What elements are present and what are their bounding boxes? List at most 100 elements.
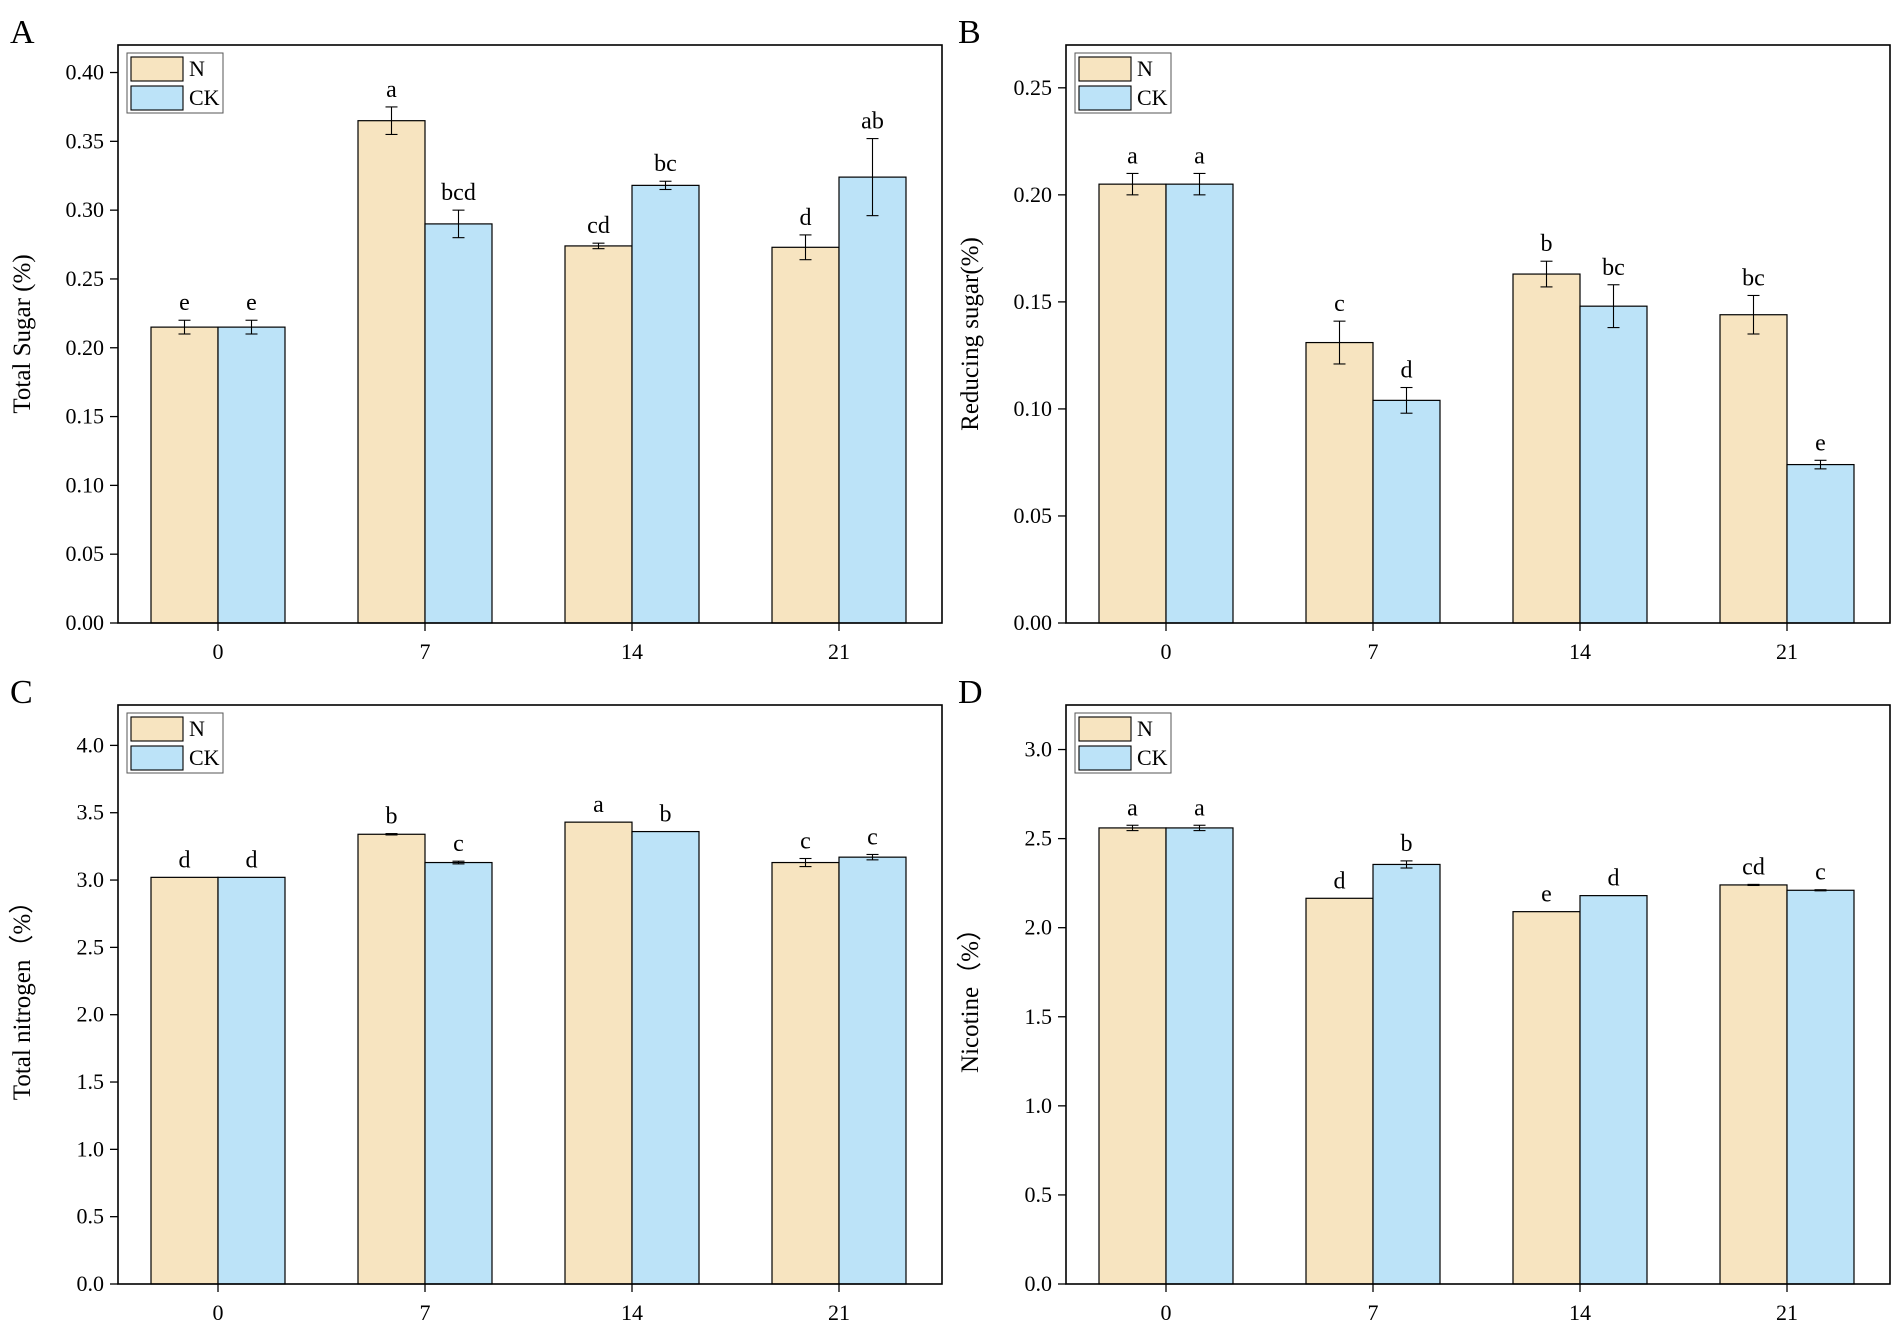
bar-N-14 <box>564 245 633 624</box>
y-tick-label: 0.0 <box>77 1271 105 1296</box>
y-tick-label: 0.05 <box>1014 503 1053 528</box>
bar-CK-7 <box>424 223 493 624</box>
legend: N CK <box>126 52 224 114</box>
bar-N-7 <box>357 833 426 1285</box>
legend: N CK <box>1074 712 1172 774</box>
legend: N CK <box>126 712 224 774</box>
legend-swatch-N <box>1078 716 1132 742</box>
x-tick-label: 0 <box>1161 1300 1172 1325</box>
y-axis-title: Nicotine（%） <box>956 916 984 1073</box>
y-axis-title: Total Sugar (%) <box>9 254 36 413</box>
bar-CK-0 <box>1165 183 1234 624</box>
significance-label: a <box>1127 795 1138 821</box>
bar-CK-14 <box>1579 305 1648 624</box>
y-tick-label: 0.0 <box>1025 1271 1053 1296</box>
y-tick-label: 0.10 <box>66 472 105 497</box>
significance-label: bc <box>1602 255 1625 281</box>
y-tick-label: 2.0 <box>77 1002 105 1027</box>
y-tick-label: 0.25 <box>1014 75 1053 100</box>
x-tick-label: 14 <box>621 639 643 664</box>
legend: N CK <box>1074 52 1172 114</box>
legend-label-N: N <box>1137 716 1153 741</box>
bar-N-7 <box>1305 341 1374 624</box>
significance-label: c <box>1334 291 1345 317</box>
legend-label-CK: CK <box>1137 85 1168 110</box>
y-tick-label: 4.0 <box>77 732 105 757</box>
y-tick-label: 0.20 <box>1014 182 1053 207</box>
significance-label: e <box>246 290 257 316</box>
legend-label-CK: CK <box>189 745 220 770</box>
x-tick-label: 0 <box>1161 639 1172 664</box>
bar-N-0 <box>150 326 219 624</box>
bar-N-14 <box>564 821 633 1285</box>
y-tick-label: 0.30 <box>66 197 105 222</box>
plot-frame <box>117 704 943 1285</box>
significance-label: b <box>660 802 672 828</box>
significance-label: cd <box>1742 854 1765 880</box>
legend-swatch-N <box>1078 56 1132 82</box>
legend-label-CK: CK <box>1137 745 1168 770</box>
x-tick-label: 7 <box>1368 1300 1379 1325</box>
x-tick-label: 7 <box>420 639 431 664</box>
x-tick-label: 14 <box>621 1300 643 1325</box>
bar-CK-14 <box>631 830 700 1285</box>
significance-label: a <box>1194 795 1205 821</box>
legend-swatch-CK <box>130 745 184 771</box>
y-tick-label: 1.0 <box>1025 1093 1053 1118</box>
bar-CK-7 <box>1372 399 1441 624</box>
plot-frame <box>1065 704 1891 1285</box>
significance-label: d <box>1401 358 1413 384</box>
y-tick-label: 0.5 <box>1025 1182 1053 1207</box>
y-axis-title: Total nitrogen（%） <box>8 889 36 1100</box>
bar-N-7 <box>1305 897 1374 1285</box>
significance-label: b <box>1401 831 1413 857</box>
significance-label: b <box>386 804 398 830</box>
significance-label: e <box>1541 882 1552 908</box>
y-tick-label: 0.20 <box>66 335 105 360</box>
significance-label: d <box>246 847 258 873</box>
bar-CK-0 <box>217 876 286 1285</box>
x-tick-label: 7 <box>1368 639 1379 664</box>
y-tick-label: 2.5 <box>77 934 105 959</box>
bar-CK-14 <box>631 184 700 624</box>
y-tick-label: 1.5 <box>1025 1004 1053 1029</box>
bar-CK-0 <box>217 326 286 624</box>
bar-CK-0 <box>1165 827 1234 1285</box>
legend-swatch-CK <box>1078 745 1132 771</box>
x-tick-label: 14 <box>1569 1300 1591 1325</box>
panel-A: A Total Sugar (%) 0.00 0.05 0.10 0.15 0.20 0.25… <box>9 14 943 664</box>
y-tick-label: 1.5 <box>77 1069 105 1094</box>
legend-swatch-N <box>130 716 184 742</box>
bar-CK-7 <box>1372 863 1441 1285</box>
bar-N-0 <box>150 876 219 1285</box>
significance-label: c <box>867 824 878 850</box>
bar-N-21 <box>1719 884 1788 1285</box>
y-tick-label: 0.15 <box>66 404 105 429</box>
significance-label: d <box>1334 868 1346 894</box>
significance-label: e <box>179 290 190 316</box>
y-tick-label: 0.5 <box>77 1204 105 1229</box>
y-tick-label: 0.15 <box>1014 289 1053 314</box>
panel-D: D Nicotine（%） 0.0 0.5 1.0 1.5 2.0 2.5 3.0 a a 0 d b 7 e… <box>956 674 1891 1325</box>
y-tick-label: 0.00 <box>1014 610 1053 635</box>
significance-label: bcd <box>441 180 476 206</box>
bar-N-0 <box>1098 183 1167 624</box>
legend-label-N: N <box>189 716 205 741</box>
bar-N-21 <box>1719 314 1788 624</box>
y-tick-label: 0.25 <box>66 266 105 291</box>
panel-letter: D <box>958 674 983 711</box>
significance-label: d <box>1608 866 1620 892</box>
bar-CK-21 <box>1786 889 1855 1285</box>
x-tick-label: 21 <box>828 1300 850 1325</box>
significance-label: cd <box>587 213 610 239</box>
bar-CK-14 <box>1579 895 1648 1285</box>
panel-C: C Total nitrogen（%） 0.0 0.5 1.0 1.5 2.0 2.5 3.0 3… <box>8 674 943 1325</box>
x-tick-label: 0 <box>213 639 224 664</box>
legend-swatch-CK <box>1078 85 1132 111</box>
panel-B: B Reducing sugar(%) 0.00 0.05 0.10 0.15 0.20 0.… <box>957 14 1891 664</box>
legend-swatch-N <box>130 56 184 82</box>
panel-letter: A <box>10 14 35 51</box>
significance-label: a <box>593 792 604 818</box>
significance-label: d <box>800 205 812 231</box>
bar-N-0 <box>1098 827 1167 1285</box>
